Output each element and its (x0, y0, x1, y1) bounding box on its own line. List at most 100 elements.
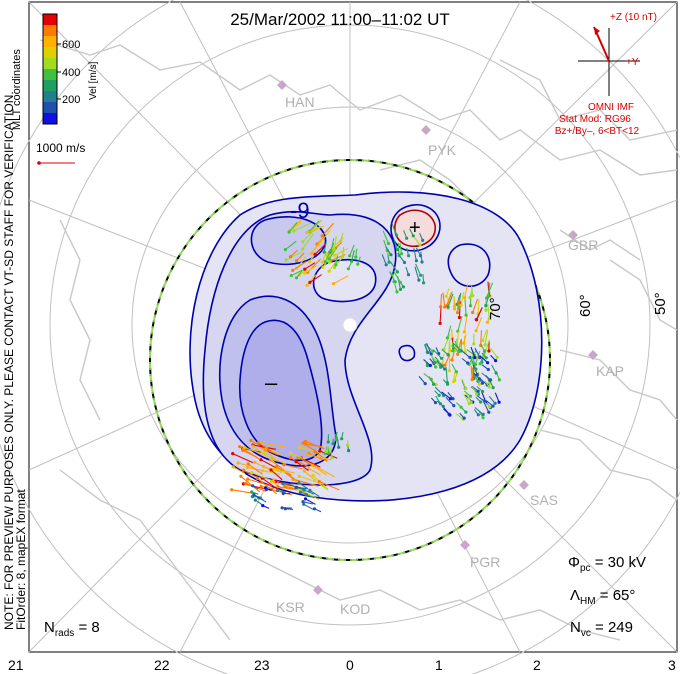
colorbar-cell (43, 80, 57, 92)
fit-order-note: FitOrder: 8, mapEX format (14, 489, 28, 630)
vector-line (447, 293, 454, 308)
vector-line (434, 386, 445, 396)
vector-line (299, 475, 313, 481)
vector-line (276, 468, 295, 474)
vector-line (337, 439, 340, 448)
vector-line (464, 283, 469, 298)
vector-line (349, 244, 355, 257)
vector-line (283, 464, 303, 470)
vector-line (472, 298, 479, 313)
potential-min-sign: – (265, 370, 278, 395)
vector-line (297, 488, 320, 501)
vector-line (302, 233, 314, 250)
vector-line (456, 294, 461, 305)
vector-line (296, 486, 307, 490)
hour-label-21: 21 (8, 657, 24, 673)
vector-line (475, 396, 482, 403)
vector-line (489, 347, 498, 358)
vector-line (290, 452, 306, 460)
vector-line (308, 468, 321, 476)
vector-line (471, 367, 474, 378)
vector-line (447, 392, 454, 400)
vector-line (487, 303, 490, 319)
vector-line (239, 446, 261, 461)
site-han: HAN (285, 94, 315, 110)
vector-line (298, 482, 309, 490)
vector-line (306, 274, 317, 286)
vector-line (394, 283, 398, 293)
lat-label-70: 70° (487, 297, 504, 320)
vector-line (259, 441, 286, 448)
vector-origin (230, 488, 234, 492)
colorbar-cell (43, 36, 57, 48)
vector-line (302, 501, 313, 505)
vector-scale-label: 1000 m/s (36, 141, 85, 155)
vector-line (314, 451, 328, 462)
vector-line (381, 254, 387, 265)
vector-line (252, 485, 259, 490)
vector-line (428, 376, 435, 385)
hour-label-2: 2 (533, 657, 541, 673)
radar-site-labels: HAN PYK GBR KAP SAS PGR KSR KOD (276, 94, 624, 617)
hour-label-1: 1 (435, 657, 443, 673)
vector-line (452, 342, 462, 352)
vector-line (357, 256, 361, 265)
vector-line (265, 449, 279, 456)
vector-line (296, 269, 304, 279)
contour-cell-right (447, 243, 491, 288)
vector-line (415, 247, 421, 256)
vector-line (469, 288, 473, 298)
colorbar-tick-200: 200 (62, 94, 80, 106)
vector-line (397, 252, 405, 263)
contour-cell-upper (250, 216, 327, 266)
vector-line (406, 247, 410, 256)
imf-source: OMNI IMF (588, 102, 634, 113)
vector-line (325, 445, 329, 452)
vector-line (435, 395, 441, 404)
vector-line (292, 261, 307, 271)
vector-line (424, 359, 428, 366)
colorbar-tick-400: 400 (62, 67, 80, 79)
vector-line (456, 331, 459, 348)
velocity-colorbar: 600 400 200 Vel [m/s] (42, 13, 99, 125)
vector-line (399, 243, 403, 254)
vector-line (415, 263, 422, 276)
vector-line (232, 466, 246, 475)
vector-line (324, 248, 332, 262)
site-gbr: GBR (568, 237, 598, 253)
vector-line (463, 393, 470, 404)
vector-line (251, 472, 276, 483)
vector-line (251, 491, 259, 495)
vector-line (484, 330, 489, 345)
hour-label-0: 0 (346, 657, 354, 673)
imf-clock: +Z (10 nT) +Y OMNI IMF Stat Mod: RG96 Bz… (555, 12, 657, 137)
vector-line (442, 292, 446, 308)
vector-line (487, 282, 491, 296)
vector-line (446, 325, 452, 339)
vector-line (445, 367, 448, 383)
colorbar-label: Vel [m/s] (88, 61, 99, 100)
vector-line (474, 347, 481, 358)
vector-line (453, 371, 456, 382)
potential-contours (189, 191, 543, 502)
vector-line (419, 232, 424, 241)
vector-line (485, 375, 491, 381)
preview-note: NOTE: FOR PREVIEW PURPOSES ONLY. PLEASE … (2, 91, 16, 630)
vector-line (458, 297, 461, 309)
lat-label-60: 60° (577, 294, 594, 317)
imf-y-label: +Y (626, 57, 639, 68)
vector-line (470, 365, 473, 380)
contour-inner (238, 319, 323, 462)
vector-line (306, 225, 321, 234)
vector-line (330, 238, 335, 251)
vector-line (457, 315, 463, 332)
vector-line (475, 308, 483, 320)
vector-line (430, 379, 437, 386)
vector-line (385, 246, 392, 255)
vector-line (240, 475, 261, 493)
vector-line (439, 308, 442, 324)
vector-line (393, 271, 401, 283)
vector-line (285, 240, 297, 251)
vector-line (434, 356, 443, 367)
vector-line (334, 247, 349, 256)
